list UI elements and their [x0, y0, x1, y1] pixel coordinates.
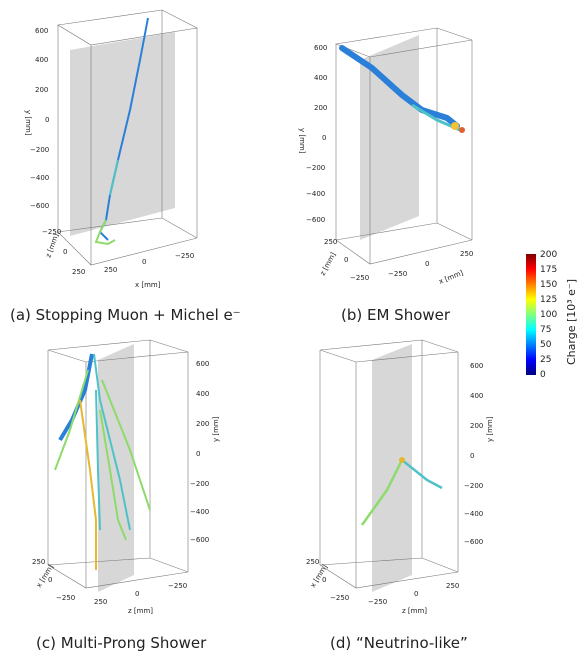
- panel-c-ytick-3: 0: [196, 450, 200, 458]
- panel-a-midplane: [70, 32, 175, 236]
- colorbar-label: Charge [10³ e⁻]: [565, 279, 578, 365]
- panel-c-ytick-1: 400: [196, 390, 209, 398]
- panel-b-xtick-2: 250: [460, 250, 473, 258]
- panel-c-caption: (c) Multi-Prong Shower: [36, 634, 207, 652]
- panel-c-ytick-2: 200: [196, 420, 209, 428]
- colorbar-tick-7: 25: [540, 355, 551, 365]
- panel-b-ylabel: y [mm]: [298, 128, 306, 154]
- panel-c-plot: 600 400 200 0 −200 −400 −600 y [mm] 250 …: [32, 339, 220, 615]
- panel-b-ytick-6: −600: [306, 216, 325, 224]
- panel-b-ztick-0: 250: [324, 238, 337, 246]
- panel-b-box: [334, 27, 473, 265]
- colorbar-tick-8: 0: [540, 370, 546, 380]
- panel-b-ztick-2: −250: [350, 274, 369, 282]
- colorbar-tick-5: 75: [540, 325, 551, 335]
- panel-d-tracks: [360, 457, 443, 526]
- colorbar-tick-2: 150: [540, 280, 557, 290]
- panel-d-ztick-2: −250: [330, 594, 349, 602]
- panel-d-ytick-4: −200: [464, 482, 483, 490]
- panel-a-ytick-4: −200: [30, 146, 49, 154]
- panel-a-ztick-2: 250: [72, 268, 85, 276]
- colorbar-tick-1: 175: [540, 265, 557, 275]
- panel-d: 600 400 200 0 −200 −400 −600 y [mm] 250 …: [262, 330, 502, 630]
- panel-c-ztick-2: −250: [56, 594, 75, 602]
- panel-d-ytick-3: 0: [470, 452, 474, 460]
- panel-b-xlabel: x [mm]: [438, 269, 465, 286]
- panel-c-xtick-0: 250: [94, 598, 107, 606]
- panel-c-xtick-1: 0: [135, 590, 139, 598]
- panel-a-box: [57, 9, 198, 266]
- panel-c-ylabel: y [mm]: [212, 416, 220, 442]
- colorbar-ticks: 200 175 150 125 100 75 50 25 0: [540, 250, 557, 380]
- panel-c-ztick-0: 250: [32, 558, 45, 566]
- panel-b-ytick-0: 600: [314, 44, 327, 52]
- panel-d-midplane: [372, 344, 412, 592]
- colorbar-svg: 200 175 150 125 100 75 50 25 0 Charge [1…: [526, 250, 578, 380]
- panel-b-ytick-1: 400: [314, 74, 327, 82]
- panel-b: 600 400 200 0 −200 −400 −600 y [mm] 250 …: [262, 0, 502, 300]
- panel-d-caption: (d) “Neutrino-like”: [330, 634, 468, 652]
- panel-a-ytick-2: 200: [35, 86, 48, 94]
- panel-c-zlabel: z [mm]: [128, 607, 153, 615]
- panel-c-xtick-2: −250: [168, 582, 187, 590]
- panel-a-xtick-2: −250: [175, 252, 194, 260]
- panel-a-xtick-0: 250: [104, 266, 117, 274]
- panel-d-plot: 600 400 200 0 −200 −400 −600 y [mm] 250 …: [306, 339, 494, 615]
- panel-a: 600 400 200 0 −200 −400 −600 y [mm] −250…: [0, 0, 260, 300]
- panel-b-xtick-1: 0: [425, 260, 429, 268]
- panel-a-ytick-3: 0: [45, 116, 49, 124]
- panel-c-ytick-4: −200: [190, 480, 209, 488]
- colorbar-tick-0: 200: [540, 250, 557, 260]
- colorbar: 200 175 150 125 100 75 50 25 0 Charge [1…: [505, 250, 580, 389]
- panel-a-ytick-6: −600: [30, 202, 49, 210]
- panel-b-xtick-0: −250: [388, 270, 407, 278]
- panel-b-zlabel: z [mm]: [319, 251, 338, 277]
- panel-d-box: [319, 339, 459, 589]
- panel-b-caption: (b) EM Shower: [341, 306, 451, 324]
- colorbar-tick-3: 125: [540, 295, 557, 305]
- panel-d-ztick-0: 250: [306, 558, 319, 566]
- panel-b-midplane: [360, 35, 419, 240]
- panel-d-ytick-2: 200: [470, 422, 483, 430]
- panel-a-caption: (a) Stopping Muon + Michel e⁻: [10, 306, 241, 324]
- panel-b-ytick-2: 200: [314, 104, 327, 112]
- panel-c-box: [47, 339, 189, 589]
- panel-a-ytick-5: −400: [30, 174, 49, 182]
- panel-b-plot: 600 400 200 0 −200 −400 −600 y [mm] 250 …: [298, 27, 473, 286]
- panel-d-ylabel: y [mm]: [486, 416, 494, 442]
- panel-a-plot: 600 400 200 0 −200 −400 −600 y [mm] −250…: [24, 9, 198, 289]
- panel-d-ytick-6: −600: [464, 538, 483, 546]
- panel-c-ytick-5: −400: [190, 508, 209, 516]
- panel-a-track: [94, 17, 149, 246]
- panel-a-ylabel: y [mm]: [24, 110, 32, 136]
- panel-d-xtick-2: 250: [446, 582, 459, 590]
- panel-a-ztick-1: 0: [63, 248, 67, 256]
- panel-a-zlabel: z [mm]: [44, 232, 60, 258]
- colorbar-gradient: [526, 254, 536, 375]
- panel-c: 600 400 200 0 −200 −400 −600 y [mm] 250 …: [0, 330, 260, 630]
- panel-a-xtick-1: 0: [142, 258, 146, 266]
- panel-d-zlabel: z [mm]: [402, 607, 427, 615]
- panel-b-shower: [339, 45, 465, 133]
- panel-c-ztick-1: 0: [48, 576, 52, 584]
- panel-d-ztick-1: 0: [322, 576, 326, 584]
- panel-d-xtick-1: 0: [414, 590, 418, 598]
- panel-b-ztick-1: 0: [344, 256, 348, 264]
- panel-a-xlabel: x [mm]: [135, 281, 161, 289]
- panel-b-ytick-4: −200: [306, 164, 325, 172]
- panel-c-tracks: [54, 353, 151, 570]
- panel-a-ytick-1: 400: [35, 56, 48, 64]
- panel-d-ytick-1: 400: [470, 392, 483, 400]
- panel-b-ytick-5: −400: [306, 190, 325, 198]
- colorbar-tick-4: 100: [540, 310, 557, 320]
- panel-d-ytick-5: −400: [464, 510, 483, 518]
- panel-b-ytick-3: 0: [322, 134, 326, 142]
- panel-c-ytick-6: −600: [190, 536, 209, 544]
- panel-c-ytick-0: 600: [196, 360, 209, 368]
- panel-d-ytick-0: 600: [470, 362, 483, 370]
- colorbar-tick-6: 50: [540, 340, 552, 350]
- panel-a-ztick-0: −250: [42, 228, 61, 236]
- panel-a-ytick-0: 600: [35, 27, 48, 35]
- panel-d-xtick-0: −250: [368, 598, 387, 606]
